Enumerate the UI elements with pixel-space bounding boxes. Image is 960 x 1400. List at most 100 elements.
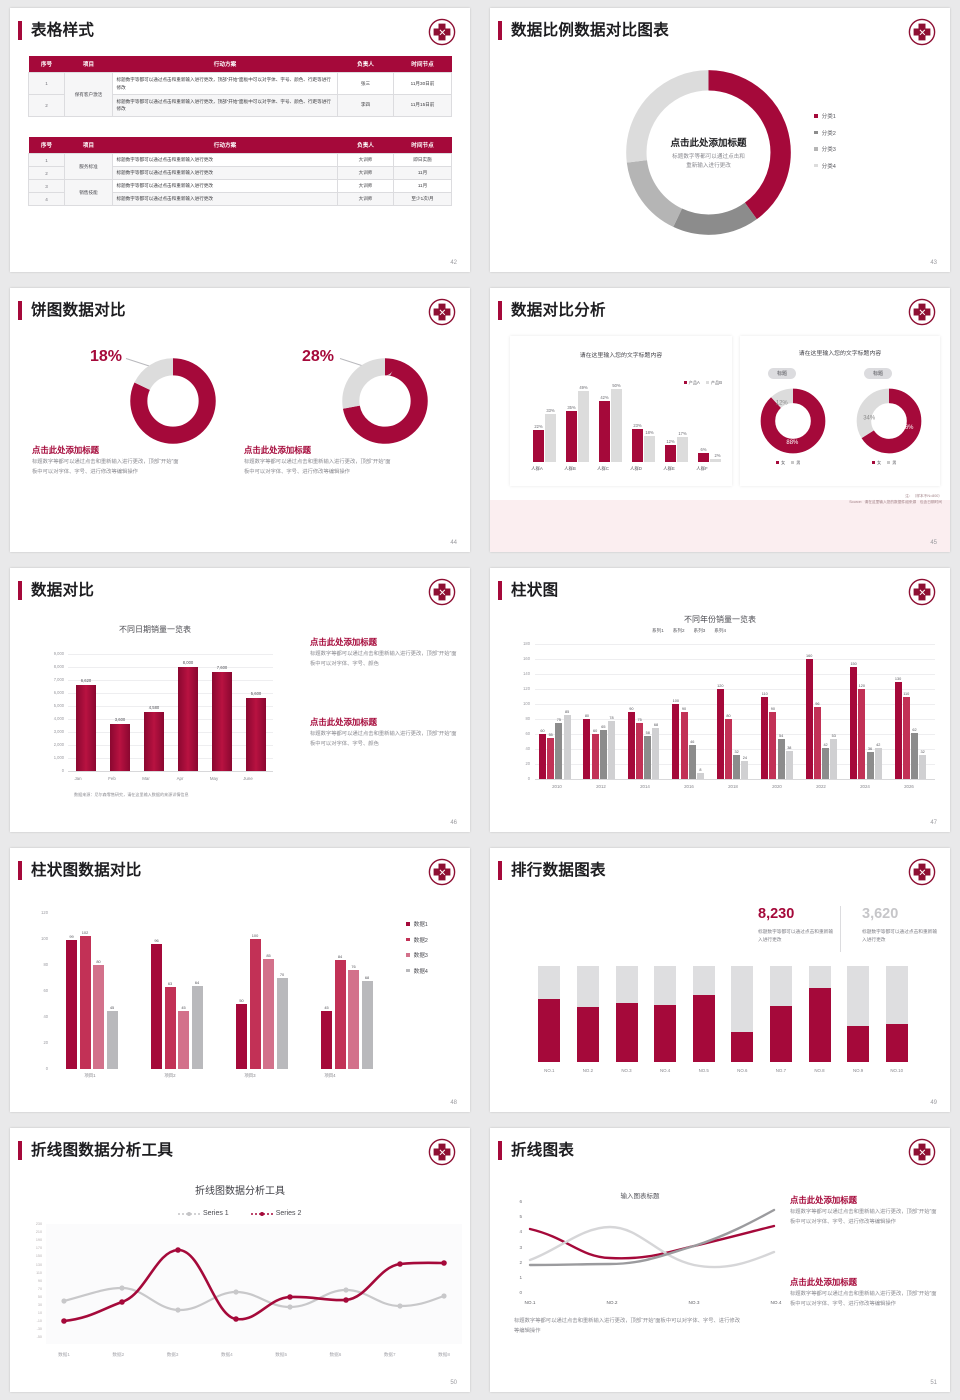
bar-may[interactable] [212, 672, 232, 771]
bar-2026-系列4[interactable] [919, 755, 927, 779]
bar-项目2-数据2[interactable] [164, 987, 176, 1069]
slide-48[interactable]: 柱状图数据对比 120 100 80 60 40 20 0 99 102 80 45 9… [0, 840, 480, 1120]
bar-2018-系列3[interactable] [733, 755, 741, 779]
chart-legend[interactable]: Series 1 Series 2 [178, 1210, 301, 1217]
bar-项目1-数据3[interactable] [93, 965, 104, 1069]
ranking-bar-track[interactable] [731, 966, 754, 1062]
bar-2018-系列4[interactable] [741, 761, 749, 779]
ranking-bar-track[interactable] [615, 966, 638, 1062]
legend-item[interactable]: 系列1 [652, 628, 664, 634]
legend-item[interactable]: Series 1 [178, 1210, 229, 1217]
slide-44[interactable]: 饼图数据对比 18% 点击此处添加标题 标题数字等都可以通过点击和重新输入进行更… [0, 280, 480, 560]
legend-item[interactable]: 分类2 [814, 129, 836, 137]
bar-2024-系列2[interactable] [858, 689, 866, 779]
bar-2018-系列2[interactable] [724, 719, 732, 779]
ranking-bar-track[interactable] [654, 966, 677, 1062]
bar-2016-系列1[interactable] [672, 704, 680, 779]
legend-item[interactable]: 产品B [705, 380, 722, 386]
bar-2020-系列2[interactable] [769, 711, 777, 779]
ranking-bar-track[interactable] [538, 966, 561, 1062]
bar-feb[interactable] [110, 724, 130, 771]
bar-2012-系列2[interactable] [591, 734, 599, 779]
bar-项目3-数据3[interactable] [263, 958, 274, 1069]
bar-2010-系列3[interactable] [555, 722, 563, 779]
bar-2022-系列4[interactable] [830, 739, 838, 779]
bar-legend[interactable]: 产品A 产品B [683, 380, 722, 386]
donut-chart-right[interactable] [340, 356, 430, 446]
bar-b6[interactable] [710, 459, 721, 462]
chart-legend[interactable]: 数据1 数据2 数据3 数据4 [406, 920, 428, 982]
bar-2010-系列1[interactable] [539, 734, 546, 779]
slide-49[interactable]: 排行数据图表 8,230 标题数字等都可以通过点击和重新输入进行更改 3,620… [480, 840, 960, 1120]
bar-2024-系列4[interactable] [874, 747, 882, 779]
bar-项目3-数据4[interactable] [276, 978, 288, 1069]
bar-项目2-数据4[interactable] [191, 985, 203, 1069]
bar-chart-card[interactable]: 请在这里输入您的文字标题内容 产品A 产品B 22% 33% [510, 336, 732, 486]
bar-b5[interactable] [677, 437, 688, 462]
donut-chart-card[interactable]: 请在这里输入您的文字标题内容 标题 标题 88% 12% 66% 34% [740, 336, 940, 486]
table-row[interactable]: 3 销售技能 标题数字等都可以通过点击和重新输入进行更改 大训师 11月 [28, 179, 452, 207]
bar-2022-系列2[interactable] [813, 707, 821, 779]
legend-item[interactable]: 男 [791, 460, 800, 466]
chart-legend[interactable]: 系列1 系列2 系列3 系列4 [652, 628, 726, 634]
bar-项目4-数据1[interactable] [321, 1010, 332, 1069]
bar-项目3-数据2[interactable] [249, 939, 261, 1069]
bar-2022-系列1[interactable] [805, 659, 813, 779]
bar-项目1-数据1[interactable] [66, 940, 77, 1069]
legend-item[interactable]: 分类3 [814, 145, 836, 153]
legend-item[interactable]: 数据1 [406, 920, 428, 928]
bar-a2[interactable] [566, 411, 577, 462]
action-plan-table-2[interactable]: 序号 项目 行动方案 负责人 时间节点 1 服务标准 标题数字等都可以通过点击和… [28, 137, 452, 207]
bar-2026-系列2[interactable] [902, 696, 910, 779]
slide-45[interactable]: 数据对比分析 请在这里输入您的文字标题内容 产品A 产品B [480, 280, 960, 560]
slide-47[interactable]: 柱状图 不同年份销量一览表 系列1 系列2 系列3 系列4 180 [480, 560, 960, 840]
ranking-bar-chart[interactable] [530, 966, 916, 1062]
legend-item[interactable]: 数据2 [406, 936, 428, 944]
bar-june[interactable] [246, 698, 266, 771]
table-row[interactable]: 4 标题数字等都可以通过点击和重新输入进行更改 大训师 至少1次/月 [28, 192, 452, 207]
line-chart-50[interactable] [46, 1224, 462, 1344]
bar-a3[interactable] [599, 400, 610, 462]
legend-item[interactable]: 分类1 [814, 112, 836, 120]
bar-b2[interactable] [578, 390, 589, 462]
legend-item[interactable]: 男 [887, 460, 896, 466]
ranking-bar-track[interactable] [769, 966, 792, 1062]
legend-item[interactable]: 分类4 [814, 162, 836, 170]
bar-2014-系列4[interactable] [652, 728, 660, 779]
bar-a6[interactable] [698, 453, 709, 462]
slide-42[interactable]: 表格样式 序号 项目 行动方案 负责人 时间节点 1 保有客户激活 标题数字等都… [0, 0, 480, 280]
slide-50[interactable]: 折线图数据分析工具 折线图数据分析工具 Series 1 Series 2 23… [0, 1120, 480, 1400]
bar-2018-系列1[interactable] [716, 689, 724, 779]
ranking-bar-track[interactable] [847, 966, 870, 1062]
legend-item[interactable]: 产品A [683, 380, 700, 386]
bar-2020-系列1[interactable] [761, 696, 769, 779]
donut-chart-left[interactable] [128, 356, 218, 446]
bar-2016-系列3[interactable] [688, 744, 696, 779]
ranking-bar-track[interactable] [808, 966, 831, 1062]
bar-项目4-数据3[interactable] [348, 970, 359, 1069]
bar-b4[interactable] [644, 435, 655, 462]
bar-项目4-数据4[interactable] [361, 980, 373, 1069]
bar-项目3-数据1[interactable] [236, 1004, 247, 1069]
bar-2012-系列3[interactable] [599, 730, 607, 779]
bar-2014-系列1[interactable] [627, 711, 635, 779]
legend-item[interactable]: 数据3 [406, 951, 428, 959]
legend-item[interactable]: 数据4 [406, 967, 428, 975]
bar-2022-系列3[interactable] [822, 747, 830, 779]
bar-a5[interactable] [665, 444, 676, 462]
action-plan-table-1[interactable]: 序号 项目 行动方案 负责人 时间节点 1 保有客户激活 标题数字等都可以通过点… [28, 56, 452, 117]
slide-46[interactable]: 数据对比 不同日期销量一览表 9,000 8,000 7,000 6,000 5… [0, 560, 480, 840]
bar-apr[interactable] [178, 667, 198, 771]
bar-2024-系列1[interactable] [850, 666, 858, 779]
bar-项目1-数据2[interactable] [79, 936, 91, 1069]
bar-2010-系列2[interactable] [547, 737, 555, 779]
ranking-bar-track[interactable] [576, 966, 599, 1062]
legend-item[interactable]: Series 2 [250, 1210, 301, 1217]
donut-legend-left[interactable]: 女 男 [776, 460, 800, 466]
bar-项目4-数据2[interactable] [334, 959, 346, 1069]
line-chart-51[interactable] [528, 1202, 778, 1297]
donut-legend[interactable]: 分类1 分类2 分类3 分类4 [814, 112, 836, 178]
donut-legend-right[interactable]: 女 男 [872, 460, 896, 466]
table-row[interactable]: 2 标题数字等都可以通过点击和重新输入进行更改 大训师 11月 [28, 166, 452, 181]
table-row[interactable]: 2 标题数字等都可以通过点击和重新输入进行更改，顶部“开始”面板中可以对字体、字… [28, 94, 452, 117]
